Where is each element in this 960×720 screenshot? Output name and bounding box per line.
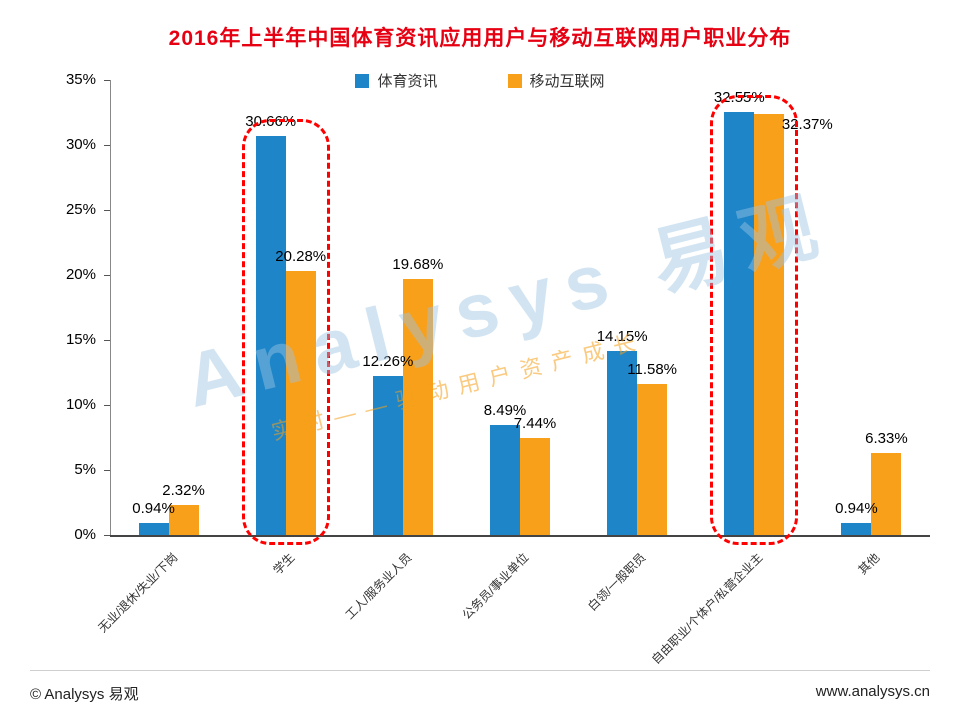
legend: 体育资讯 移动互联网 xyxy=(0,70,960,91)
value-label-series1: 12.26% xyxy=(362,352,414,370)
bar-series1 xyxy=(490,424,520,535)
y-axis-tick-mark xyxy=(104,405,110,406)
legend-item-1: 移动互联网 xyxy=(507,70,605,91)
value-label-series2: 20.28% xyxy=(275,248,327,266)
value-label-series2: 11.58% xyxy=(627,361,678,379)
bar-series2 xyxy=(285,271,316,535)
value-label-series2: 6.33% xyxy=(865,429,908,447)
bar-series1 xyxy=(841,522,872,535)
category-label: 公务员/事业单位 xyxy=(459,550,532,623)
legend-label: 体育资讯 xyxy=(377,73,438,90)
bar-series1 xyxy=(138,522,169,535)
bar-series1 xyxy=(372,375,403,535)
bar-series1 xyxy=(607,351,638,535)
value-label-series2: 19.68% xyxy=(392,256,444,274)
footer-copyright: © Analysys 易观 xyxy=(30,686,139,703)
y-axis-tick-label: 10% xyxy=(65,396,96,413)
y-axis-tick-label: 30% xyxy=(65,136,96,153)
y-axis-tick-mark xyxy=(104,340,110,341)
category-label: 白领/一般职员 xyxy=(585,550,649,614)
y-axis-tick-mark xyxy=(104,535,110,536)
footer: © Analysys 易观 www.analysys.cn xyxy=(30,670,930,704)
legend-item-0: 体育资讯 xyxy=(355,70,438,91)
bar-series2 xyxy=(754,114,785,535)
category-label: 无业/退休/失业/下岗 xyxy=(95,550,180,636)
y-axis-tick-label: 5% xyxy=(74,461,96,478)
y-axis-tick-mark xyxy=(104,145,110,146)
bar-series1 xyxy=(255,136,286,535)
y-axis-tick-label: 25% xyxy=(65,201,96,218)
bar-series2 xyxy=(402,279,433,535)
legend-label: 移动互联网 xyxy=(529,73,605,90)
bar-series2 xyxy=(520,438,550,535)
y-axis-tick-label: 15% xyxy=(65,331,96,348)
category-label: 其他 xyxy=(855,550,883,578)
value-label-series2: 2.32% xyxy=(162,481,205,499)
y-axis-tick-label: 0% xyxy=(74,526,96,543)
value-label-series2: 7.44% xyxy=(513,415,557,433)
value-label-series1: 0.94% xyxy=(835,499,878,517)
category-label: 学生 xyxy=(270,550,298,578)
chart-title: 2016年上半年中国体育资讯应用用户与移动互联网用户职业分布 xyxy=(168,27,792,50)
footer-website-link[interactable]: www.analysys.cn xyxy=(815,683,930,700)
y-axis-tick-label: 35% xyxy=(65,71,96,88)
y-axis-tick-mark xyxy=(104,275,110,276)
value-label-series1: 14.15% xyxy=(596,328,648,346)
category-label: 工人/服务业人员 xyxy=(342,550,415,623)
highlight-ring xyxy=(710,94,799,545)
value-label-series1: 0.94% xyxy=(132,499,175,517)
bar-series2 xyxy=(168,504,199,535)
legend-swatch xyxy=(507,73,522,88)
y-axis-line xyxy=(110,80,111,535)
y-axis-tick-mark xyxy=(104,210,110,211)
highlight-ring xyxy=(241,119,330,545)
bar-series1 xyxy=(724,111,755,535)
legend-swatch xyxy=(355,73,370,88)
x-axis-line xyxy=(110,535,930,537)
bar-series2 xyxy=(637,384,668,535)
category-label: 自由职业/个体户/私营企业主 xyxy=(649,550,766,667)
y-axis-tick-label: 20% xyxy=(65,266,96,283)
y-axis-tick-mark xyxy=(104,470,110,471)
bar-series2 xyxy=(871,452,902,535)
y-axis-tick-mark xyxy=(104,80,110,81)
value-label-series1: 8.49% xyxy=(483,401,527,419)
